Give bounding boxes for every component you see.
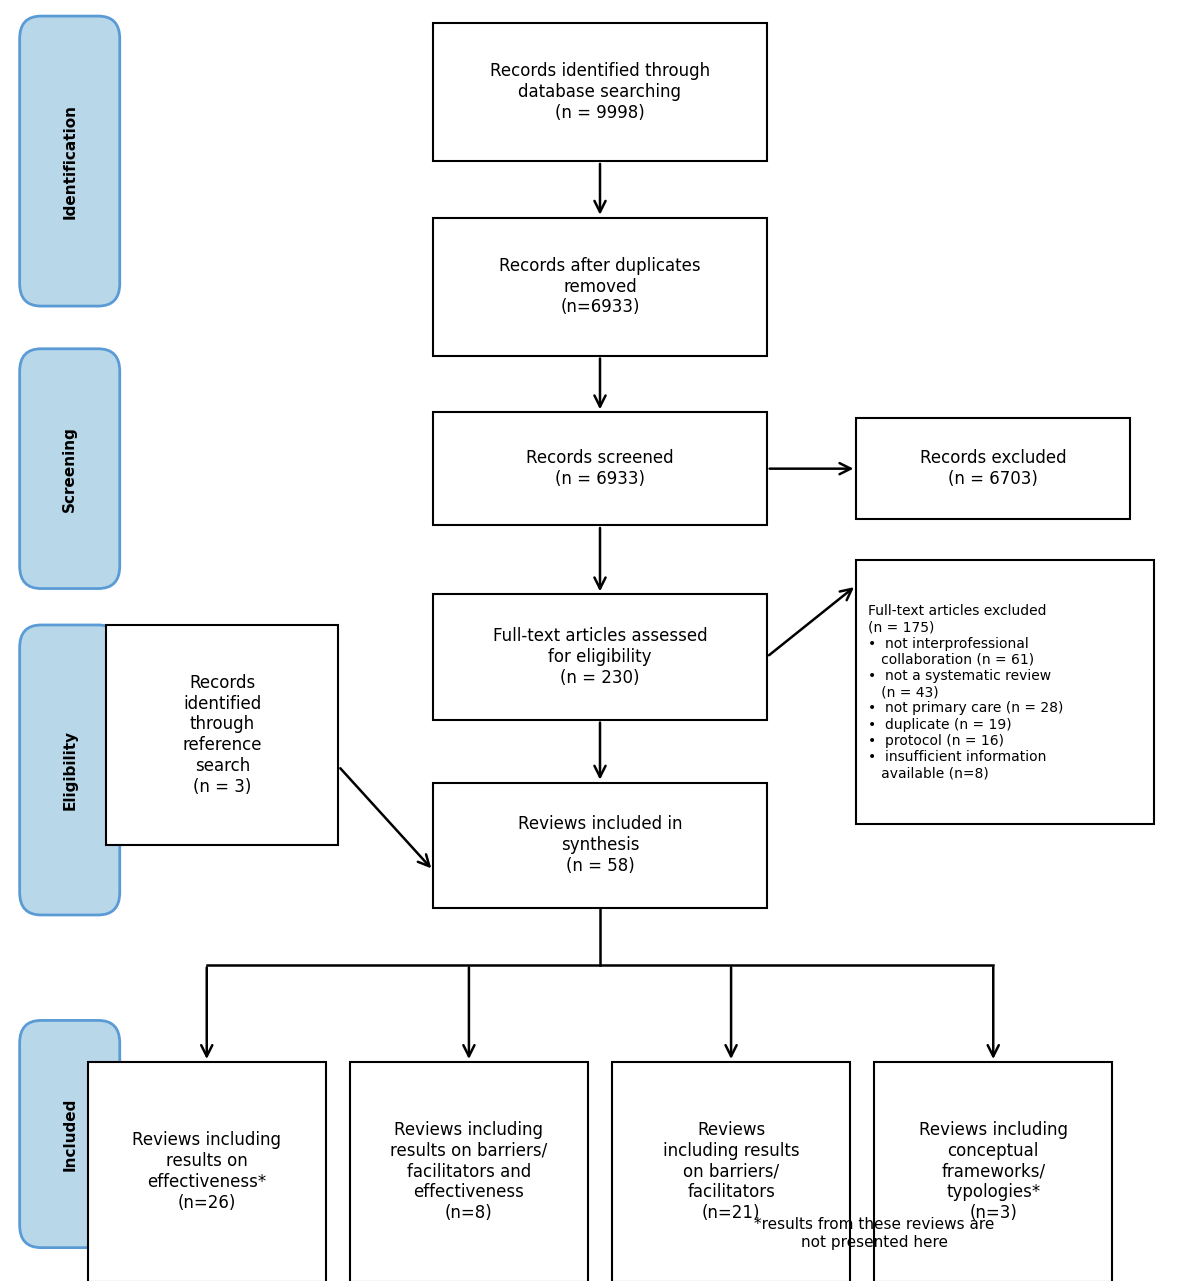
Bar bbox=[612, 1062, 851, 1281]
FancyBboxPatch shape bbox=[19, 348, 120, 588]
Bar bbox=[433, 218, 767, 356]
Text: Full-text articles assessed
for eligibility
(n = 230): Full-text articles assessed for eligibil… bbox=[493, 628, 707, 687]
Bar bbox=[433, 783, 767, 908]
Text: Records excluded
(n = 6703): Records excluded (n = 6703) bbox=[920, 450, 1067, 488]
Text: Included: Included bbox=[62, 1098, 77, 1171]
Text: Identification: Identification bbox=[62, 104, 77, 219]
Text: Screening: Screening bbox=[62, 425, 77, 511]
FancyBboxPatch shape bbox=[19, 1021, 120, 1248]
Bar bbox=[857, 419, 1130, 519]
FancyBboxPatch shape bbox=[19, 17, 120, 306]
Text: Reviews including
results on barriers/
facilitators and
effectiveness
(n=8): Reviews including results on barriers/ f… bbox=[390, 1121, 547, 1222]
Text: Reviews included in
synthesis
(n = 58): Reviews included in synthesis (n = 58) bbox=[517, 816, 683, 875]
Text: Records identified through
database searching
(n = 9998): Records identified through database sear… bbox=[490, 63, 710, 122]
Text: *results from these reviews are
not presented here: *results from these reviews are not pres… bbox=[754, 1217, 995, 1249]
Text: Records screened
(n = 6933): Records screened (n = 6933) bbox=[526, 450, 674, 488]
Text: Records after duplicates
removed
(n=6933): Records after duplicates removed (n=6933… bbox=[499, 256, 701, 316]
Text: Reviews
including results
on barriers/
facilitators
(n=21): Reviews including results on barriers/ f… bbox=[662, 1121, 799, 1222]
Text: Eligibility: Eligibility bbox=[62, 730, 77, 810]
Text: Records
identified
through
reference
search
(n = 3): Records identified through reference sea… bbox=[182, 674, 262, 796]
Bar bbox=[106, 625, 338, 844]
Bar bbox=[857, 560, 1154, 824]
Bar bbox=[874, 1062, 1112, 1281]
Bar bbox=[88, 1062, 326, 1281]
Text: Reviews including
results on
effectiveness*
(n=26): Reviews including results on effectivene… bbox=[132, 1131, 281, 1212]
Bar bbox=[433, 23, 767, 161]
Text: Reviews including
conceptual
frameworks/
typologies*
(n=3): Reviews including conceptual frameworks/… bbox=[919, 1121, 1068, 1222]
Bar bbox=[433, 412, 767, 525]
Bar bbox=[433, 594, 767, 720]
FancyBboxPatch shape bbox=[19, 625, 120, 915]
Text: Full-text articles excluded
(n = 175)
•  not interprofessional
   collaboration : Full-text articles excluded (n = 175) • … bbox=[868, 605, 1063, 780]
Bar bbox=[349, 1062, 588, 1281]
